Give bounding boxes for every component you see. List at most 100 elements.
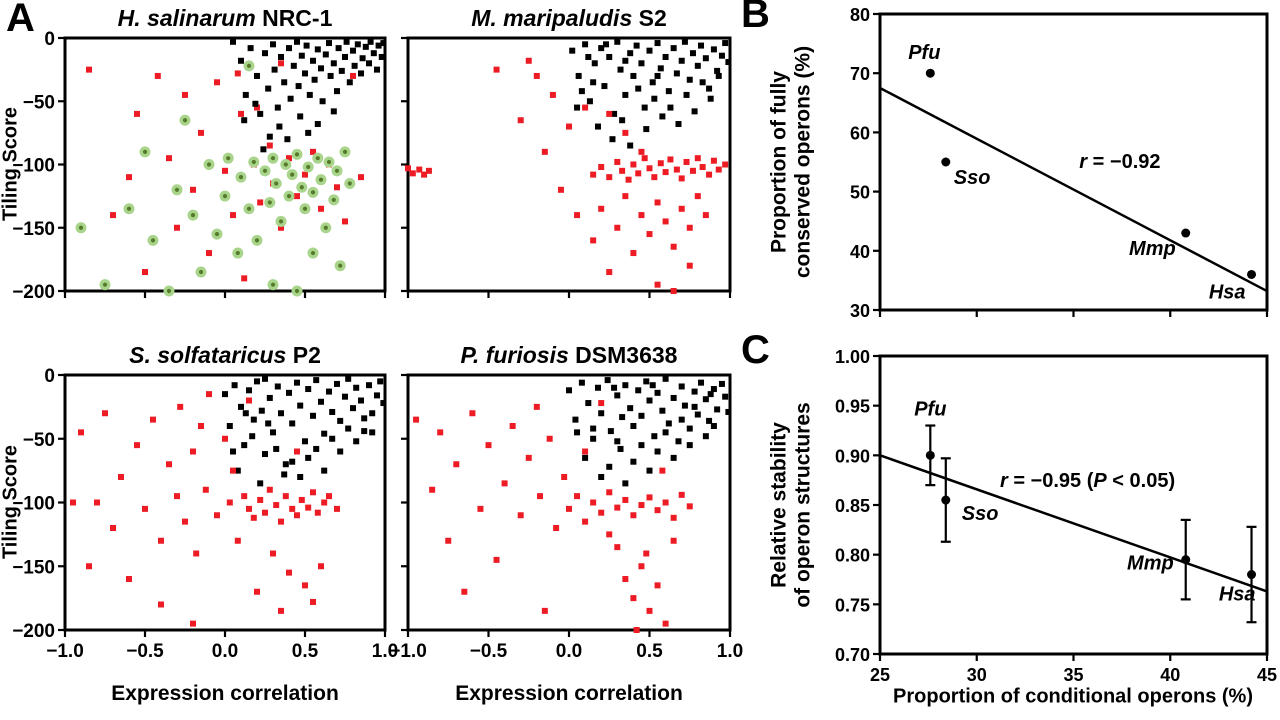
series-conditional-operons — [70, 391, 340, 627]
data-point — [1247, 269, 1257, 279]
plot-frame — [406, 36, 732, 293]
point-label: Pfu — [914, 398, 946, 420]
y-tick-label: −100 — [12, 494, 55, 515]
point-label: Mmp — [1127, 553, 1174, 575]
y-tick-label: 0 — [44, 29, 55, 50]
x-tick-label: −1.0 — [389, 641, 427, 662]
xlabel-panel-c: Proportion of conditional operons (%) — [893, 685, 1253, 708]
y-tick-label: 50 — [850, 183, 870, 203]
x-tick-label: 0.0 — [212, 641, 238, 662]
plot-frame — [63, 373, 387, 632]
scatter-panel-b: 30 40 50 60 70 80 Pfu Sso Mmp Hsa r = −0.92 — [850, 5, 1269, 321]
strain-name: P2 — [286, 342, 321, 368]
x-tick-label: −0.5 — [126, 641, 164, 662]
scatter-panel-c: 25 30 35 40 45 0.70 0.75 0.80 0.85 0.90 0.95 1.00 Pf… — [835, 347, 1277, 685]
strain-name: S2 — [632, 5, 667, 31]
y-tick-label: 1.00 — [835, 347, 870, 367]
x-tick-label: 1.0 — [372, 641, 398, 662]
x-tick-label: −1.0 — [46, 641, 84, 662]
data-point — [1181, 555, 1191, 565]
species-name-italic: P. furiosis — [460, 342, 569, 368]
x-tick-label: 30 — [967, 665, 987, 685]
subplot-title-s-solfataricus: S. solfataricus P2 — [65, 342, 385, 369]
data-point — [1181, 228, 1191, 238]
series-conserved-operons — [222, 375, 387, 487]
series-conditional-operons — [405, 57, 729, 294]
x-tick-label: 35 — [1063, 665, 1083, 685]
y-tick-label: −150 — [12, 557, 55, 578]
y-tick-label: 0.90 — [835, 446, 870, 466]
subplot-title-p-furiosis: P. furiosis DSM3638 — [408, 342, 730, 369]
y-tick-label: 0.75 — [835, 595, 870, 615]
plot-frame — [63, 36, 387, 293]
y-tick-label: −50 — [23, 92, 55, 113]
series-conditional-operons — [413, 400, 693, 633]
point-label: Sso — [954, 167, 991, 189]
ylabel-panel-c-line1: Relative stability — [767, 422, 791, 588]
correlation-annotation: r = −0.95 (P < 0.05) — [1000, 470, 1175, 492]
x-tick-label: 40 — [1160, 665, 1180, 685]
x-tick-label: 45 — [1257, 665, 1277, 685]
data-point — [1247, 570, 1257, 580]
scatter-s-solfataricus: −1.0 −0.5 0.0 0.5 1.0 0 −50 −100 −150 −200 — [12, 366, 398, 662]
scatter-p-furiosis: −1.0 −0.5 0.0 0.5 1.0 — [389, 373, 743, 662]
plot-frame — [406, 373, 732, 632]
species-name-italic: M. maripaludis — [471, 5, 633, 31]
panel-c-label: C — [741, 328, 770, 372]
x-tick-label: 1.0 — [717, 641, 743, 662]
series-conserved-operons — [566, 375, 732, 487]
y-tick-label: −200 — [12, 621, 55, 642]
y-tick-label: 80 — [850, 5, 870, 25]
series-highlighted-operons — [75, 60, 356, 297]
subplot-title-m-maripaludis: M. maripaludis S2 — [408, 5, 730, 32]
y-tick-label: 60 — [850, 123, 870, 143]
x-tick-label: −0.5 — [470, 641, 508, 662]
x-tick-label: 0.0 — [556, 641, 582, 662]
panel-a-label: A — [6, 0, 35, 40]
y-tick-label: 70 — [850, 64, 870, 84]
series-conserved-operons — [569, 38, 732, 149]
point-label: Hsa — [1209, 281, 1246, 303]
ylabel-panel-c-line2: of operon structures — [791, 402, 814, 608]
xlabel-expression-correlation-right: Expression correlation — [455, 682, 683, 705]
point-label: Mmp — [1129, 238, 1176, 260]
y-tick-label: −50 — [23, 430, 55, 451]
point-label: Pfu — [908, 42, 940, 64]
strain-name: DSM3638 — [568, 342, 678, 368]
scatter-h-salinarum: 0 −50 −100 −150 −200 — [12, 29, 387, 303]
xlabel-expression-correlation-left: Expression correlation — [111, 682, 339, 705]
data-point — [941, 157, 951, 167]
y-tick-label: 0.80 — [835, 546, 870, 566]
ylabel-panel-b: Proportion of fully conserved operons (%… — [767, 46, 814, 278]
series-conserved-operons — [230, 38, 387, 153]
y-tick-label: 40 — [850, 242, 870, 262]
x-tick-label: 0.5 — [636, 641, 663, 662]
y-tick-label: 30 — [850, 301, 870, 321]
data-point — [925, 68, 935, 78]
ylabel-panel-b-line2: conserved operons (%) — [791, 45, 814, 279]
scatter-m-maripaludis — [401, 36, 732, 298]
y-tick-label: −150 — [12, 219, 55, 240]
strain-name: NRC-1 — [255, 5, 333, 31]
species-name-italic: S. solfataricus — [129, 342, 287, 368]
regression-line — [879, 454, 1268, 593]
panel-b-label: B — [741, 0, 770, 36]
correlation-annotation: r = −0.92 — [1079, 151, 1160, 173]
y-tick-label: −100 — [12, 156, 55, 177]
y-tick-label: 0.95 — [835, 397, 870, 417]
x-tick-label: 0.5 — [292, 641, 319, 662]
y-tick-label: 0.70 — [835, 645, 870, 665]
point-label: Sso — [962, 503, 999, 525]
species-name-italic: H. salinarum — [117, 5, 256, 31]
point-label: Hsa — [1219, 584, 1256, 606]
ylabel-panel-b-line1: Proportion of fully — [767, 71, 791, 253]
subplot-title-h-salinarum: H. salinarum NRC-1 — [65, 5, 385, 32]
y-tick-label: 0.85 — [835, 496, 870, 516]
x-tick-label: 25 — [870, 665, 890, 685]
data-point — [925, 450, 935, 460]
data-point — [941, 495, 951, 505]
regression-line — [879, 86, 1268, 293]
plot-frame — [878, 354, 1269, 656]
y-tick-label: 0 — [44, 366, 55, 387]
